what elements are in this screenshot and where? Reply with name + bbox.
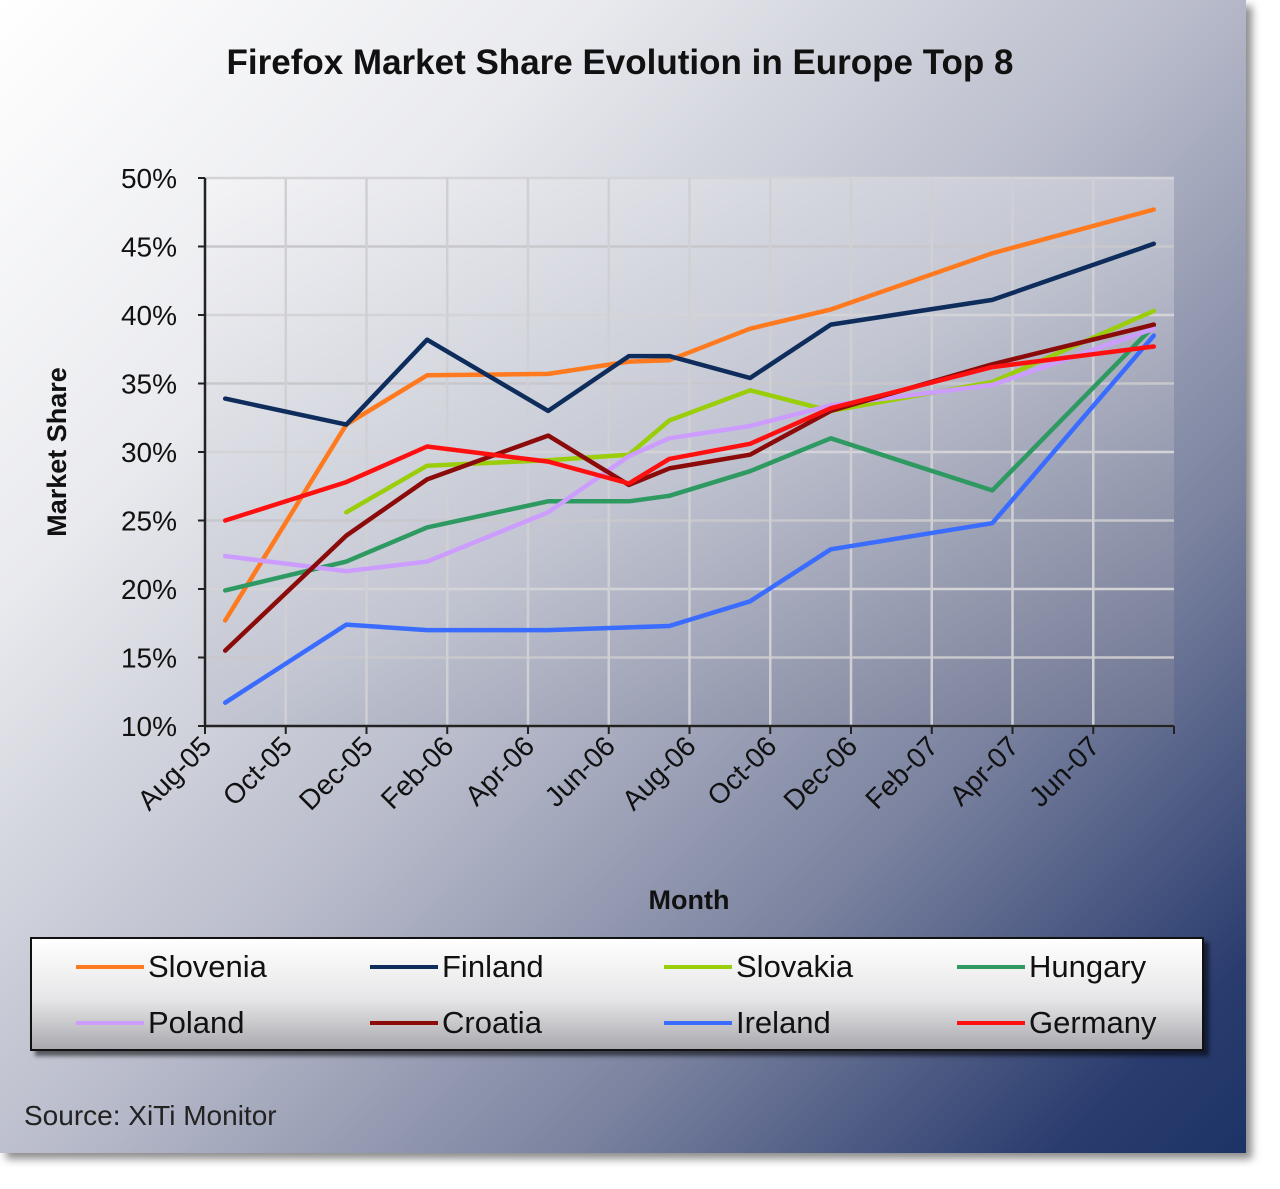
x-tick-label: Dec-05 xyxy=(293,730,379,816)
y-tick-label: 10% xyxy=(121,711,177,742)
legend-label: Poland xyxy=(148,1005,245,1040)
y-tick-label: 15% xyxy=(121,643,177,674)
x-tick-label: Dec-06 xyxy=(777,730,863,816)
y-tick-label: 50% xyxy=(121,163,177,194)
legend-label: Ireland xyxy=(736,1005,831,1040)
x-tick-label: Jun-06 xyxy=(539,730,621,812)
legend-label: Hungary xyxy=(1029,949,1147,984)
legend-item-hungary: Hungary xyxy=(957,947,1146,987)
series-line-poland xyxy=(222,326,1157,574)
legend-item-croatia: Croatia xyxy=(370,1003,542,1043)
legend-label: Germany xyxy=(1029,1005,1157,1040)
y-axis: 10% 15% 20% 25% 30% 35% 40% 45% 50% xyxy=(121,163,207,742)
legend-swatch xyxy=(664,1021,732,1025)
legend-swatch xyxy=(957,965,1025,969)
x-axis-label: Month xyxy=(649,885,730,915)
legend-item-slovakia: Slovakia xyxy=(664,947,853,987)
x-tick-label: Feb-06 xyxy=(375,730,460,815)
legend-item-germany: Germany xyxy=(957,1003,1156,1043)
x-tick-label: Jun-07 xyxy=(1023,730,1105,812)
legend-item-ireland: Ireland xyxy=(664,1003,831,1043)
series-line-hungary xyxy=(222,323,1157,593)
y-tick-label: 25% xyxy=(121,506,177,537)
gridlines xyxy=(205,176,1174,728)
y-tick-label: 40% xyxy=(121,300,177,331)
legend-swatch xyxy=(370,1021,438,1025)
x-tick-label: Oct-06 xyxy=(701,730,782,811)
legend-swatch xyxy=(664,965,732,969)
legend-swatch xyxy=(957,1021,1025,1025)
series-lines xyxy=(222,207,1157,705)
series-line-slovenia xyxy=(222,207,1157,623)
y-axis-label: Market Share xyxy=(42,367,72,537)
legend-item-finland: Finland xyxy=(370,947,544,987)
legend: Slovenia Finland Slovakia Hungary Poland Croa… xyxy=(30,937,1204,1051)
x-tick-label: Feb-07 xyxy=(859,730,944,815)
legend-label: Finland xyxy=(442,949,544,984)
legend-swatch xyxy=(76,1021,144,1025)
y-tick-label: 35% xyxy=(121,369,177,400)
legend-item-slovenia: Slovenia xyxy=(76,947,267,987)
series-line-germany xyxy=(222,344,1157,523)
legend-item-poland: Poland xyxy=(76,1003,245,1043)
x-tick-label: Aug-06 xyxy=(616,730,702,816)
series-line-finland xyxy=(222,241,1157,427)
x-tick-label: Aug-05 xyxy=(131,730,217,816)
legend-swatch xyxy=(370,965,438,969)
y-tick-label: 20% xyxy=(121,574,177,605)
legend-label: Slovenia xyxy=(148,949,267,984)
x-tick-label: Oct-05 xyxy=(217,730,298,811)
legend-swatch xyxy=(76,965,144,969)
y-tick-label: 45% xyxy=(121,232,177,263)
legend-label: Slovakia xyxy=(736,949,854,984)
chart-title: Firefox Market Share Evolution in Europe… xyxy=(227,43,1014,82)
y-tick-label: 30% xyxy=(121,437,177,468)
x-tick-label: Apr-06 xyxy=(459,730,540,811)
legend-label: Croatia xyxy=(442,1005,542,1040)
source-note: Source: XiTi Monitor xyxy=(24,1100,277,1131)
series-line-ireland xyxy=(222,333,1157,705)
x-tick-label: Apr-07 xyxy=(943,730,1024,811)
